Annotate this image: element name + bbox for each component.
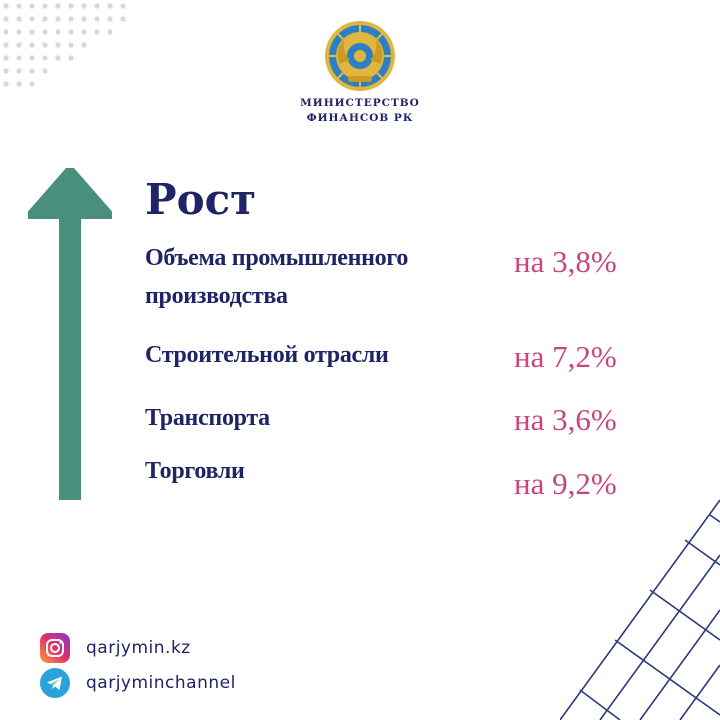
decoration-dot bbox=[42, 3, 48, 9]
decoration-dot bbox=[3, 68, 9, 74]
decoration-dot bbox=[81, 3, 87, 9]
kazakhstan-emblem-logo bbox=[325, 21, 395, 91]
grid-line-decoration bbox=[560, 499, 720, 720]
decoration-dot bbox=[120, 3, 126, 9]
ministry-line-1: МИНИСТЕРСТВО bbox=[300, 97, 420, 109]
decoration-dot bbox=[3, 3, 9, 9]
row-label-construction: Строительной отрасли bbox=[145, 342, 389, 368]
decoration-dot bbox=[16, 68, 22, 74]
decoration-dot bbox=[55, 16, 61, 22]
decoration-dot bbox=[16, 81, 22, 87]
decoration-dot bbox=[107, 3, 113, 9]
decoration-dot bbox=[94, 16, 100, 22]
decoration-dot bbox=[16, 3, 22, 9]
decoration-dot bbox=[55, 55, 61, 61]
row-label-industry: Объема промышленного производства bbox=[145, 239, 475, 315]
decoration-dot bbox=[68, 3, 74, 9]
decoration-dot bbox=[3, 42, 9, 48]
row-label-line: производства bbox=[145, 283, 288, 309]
instagram-icon bbox=[40, 633, 70, 663]
decoration-dot bbox=[3, 29, 9, 35]
telegram-link[interactable]: qarjyminchannel bbox=[40, 668, 236, 698]
decoration-dot bbox=[81, 42, 87, 48]
instagram-handle: qarjymin.kz bbox=[86, 638, 191, 658]
row-value-transport: на 3,6% bbox=[514, 402, 617, 437]
decoration-dot bbox=[29, 29, 35, 35]
decoration-dot bbox=[107, 16, 113, 22]
decoration-dot bbox=[94, 29, 100, 35]
decoration-dot bbox=[55, 3, 61, 9]
decoration-dot bbox=[3, 55, 9, 61]
ministry-line-2: ФИНАНСОВ РК bbox=[306, 112, 414, 124]
decoration-dot bbox=[16, 16, 22, 22]
decoration-dot bbox=[3, 81, 9, 87]
decoration-dot bbox=[29, 81, 35, 87]
decoration-dot bbox=[16, 29, 22, 35]
telegram-handle: qarjyminchannel bbox=[86, 673, 236, 693]
dot-pattern-decoration bbox=[3, 3, 126, 87]
decoration-dot bbox=[42, 16, 48, 22]
decoration-dot bbox=[94, 3, 100, 9]
decoration-dot bbox=[55, 42, 61, 48]
decoration-dot bbox=[81, 29, 87, 35]
row-label-transport: Транспорта bbox=[145, 405, 270, 431]
decoration-dot bbox=[68, 16, 74, 22]
decoration-dot bbox=[16, 55, 22, 61]
decoration-dot bbox=[29, 42, 35, 48]
instagram-link[interactable]: qarjymin.kz bbox=[40, 633, 191, 663]
row-label-trade: Торговли bbox=[145, 458, 245, 484]
decoration-dot bbox=[107, 29, 113, 35]
decoration-dot bbox=[120, 16, 126, 22]
decoration-dot bbox=[68, 42, 74, 48]
up-arrow-icon bbox=[28, 168, 112, 500]
decoration-dot bbox=[29, 3, 35, 9]
decoration-dot bbox=[68, 29, 74, 35]
decoration-dot bbox=[16, 42, 22, 48]
decoration-dot bbox=[29, 16, 35, 22]
decoration-dot bbox=[55, 29, 61, 35]
row-value-industry: на 3,8% bbox=[514, 244, 617, 279]
decoration-dot bbox=[29, 55, 35, 61]
decoration-dot bbox=[42, 29, 48, 35]
ministry-name: МИНИСТЕРСТВО ФИНАНСОВ РК bbox=[280, 96, 440, 126]
decoration-dot bbox=[3, 16, 9, 22]
decoration-dot bbox=[42, 42, 48, 48]
decoration-dot bbox=[81, 16, 87, 22]
decoration-dot bbox=[42, 55, 48, 61]
decoration-dot bbox=[29, 68, 35, 74]
telegram-icon bbox=[40, 668, 70, 698]
row-value-construction: на 7,2% bbox=[514, 339, 617, 374]
decoration-dot bbox=[68, 55, 74, 61]
decoration-dot bbox=[42, 68, 48, 74]
row-label-line: Объема промышленного bbox=[145, 245, 409, 271]
row-value-trade: на 9,2% bbox=[514, 466, 617, 501]
page-title: Рост bbox=[145, 175, 257, 224]
